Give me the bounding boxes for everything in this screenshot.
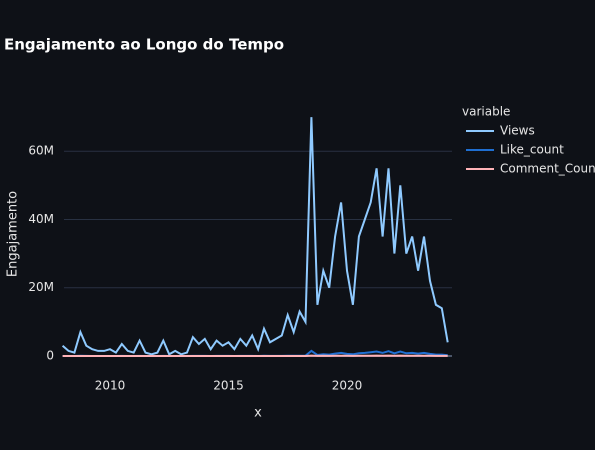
legend-label: Views [500, 124, 535, 138]
x-tick-label: 2010 [95, 379, 126, 393]
y-tick-label: 40M [28, 212, 54, 226]
y-tick-label: 20M [28, 280, 54, 294]
y-tick-label: 60M [28, 144, 54, 158]
x-tick-label: 2015 [213, 379, 244, 393]
y-tick-label: 0 [46, 348, 54, 362]
legend-label: Like_count [500, 143, 564, 157]
y-axis-label: Engajamento [6, 191, 21, 277]
legend-title: variable [462, 105, 510, 119]
x-axis-label: x [254, 406, 262, 421]
line-series [61, 117, 449, 356]
chart-title: Engajamento ao Longo do Tempo [4, 36, 284, 54]
legend-label: Comment_Count [500, 162, 595, 176]
x-tick-label: 2020 [332, 379, 363, 393]
